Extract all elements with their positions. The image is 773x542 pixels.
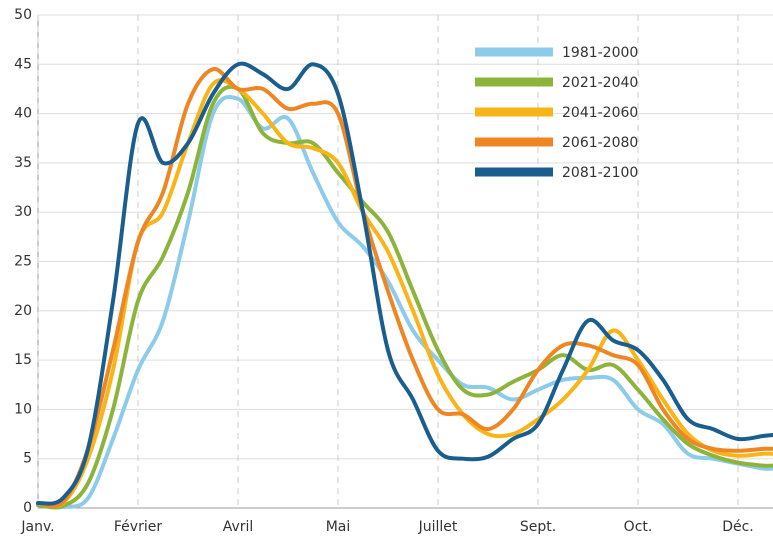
y-tick-label: 35 [14,155,32,171]
legend-label: 2041-2060 [562,105,638,121]
x-tick-label: Février [114,519,162,535]
x-tick-label: Avril [223,519,254,535]
x-tick-label: Juillet [418,519,458,535]
x-tick-label: Sept. [520,519,556,535]
series-line [36,84,773,510]
y-tick-label: 30 [14,204,32,220]
x-tick-label: Déc. [722,519,754,535]
y-tick-label: 15 [14,352,32,368]
series-line [36,94,773,510]
series-line [36,67,773,509]
x-tick-label: Oct. [624,519,653,535]
legend-label: 1981-2000 [562,45,638,61]
legend-label: 2081-2100 [562,165,638,181]
y-tick-label: 0 [23,500,32,516]
y-tick-label: 20 [14,303,32,319]
x-tick-label: Janv. [20,519,54,535]
y-tick-label: 10 [14,401,32,417]
y-tick-label: 50 [14,7,32,23]
series-line [36,61,773,506]
y-tick-label: 25 [14,254,32,270]
x-tick-label: Mai [326,519,351,535]
y-tick-label: 45 [14,56,32,72]
legend-label: 2061-2080 [562,135,638,151]
series-line [36,78,773,509]
legend-label: 2021-2040 [562,75,638,91]
y-tick-label: 40 [14,106,32,122]
y-tick-label: 5 [23,451,32,467]
